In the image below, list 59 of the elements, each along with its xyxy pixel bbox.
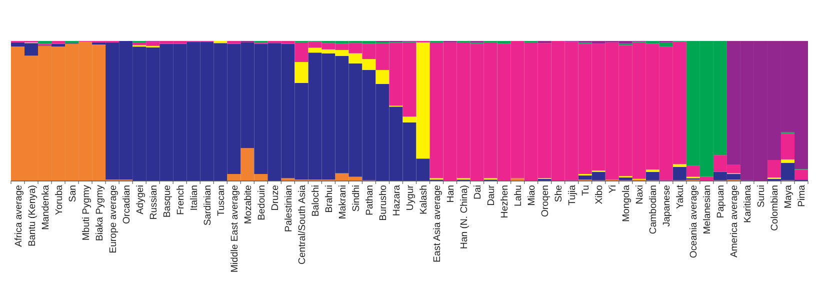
x-tick-label: Karitiana — [742, 184, 754, 223]
x-tick-label: Orcadian — [121, 185, 132, 224]
x-tick-label: Han — [446, 185, 457, 203]
x-tick-label: Surui — [756, 185, 768, 208]
x-tick-label: Kalash — [418, 185, 430, 214]
x-tick-label: Russian — [148, 185, 160, 220]
x-tick-label: Mandenka — [40, 184, 52, 230]
x-tick-label: Sindhi — [350, 185, 362, 212]
x-tick-label: Han (N. China) — [459, 185, 470, 249]
x-tick-label: Miao — [526, 185, 538, 206]
x-tick-label: She — [554, 185, 565, 202]
x-tick-label: Japanese — [662, 185, 673, 227]
x-tick-label: Naxi — [634, 185, 646, 204]
x-tick-label: Central/South Asia — [296, 184, 308, 264]
x-tick-label: Cambodian — [648, 185, 660, 234]
x-tick-label: Bantu (Kenya) — [26, 185, 38, 246]
x-tick-label: Lahu — [513, 185, 524, 206]
x-tick-label: Maya — [783, 184, 794, 208]
x-tick-label: Daur — [486, 184, 498, 206]
x-tick-label: Oroqen — [540, 185, 552, 217]
x-tick-label: Xibo — [594, 185, 606, 204]
x-tick-label: Yi — [608, 185, 619, 194]
x-tick-label: Hazara — [391, 184, 402, 216]
x-tick-label: Mongola — [621, 184, 632, 222]
x-tick-label: America average — [729, 185, 740, 258]
x-tick-label: Balochi — [310, 185, 322, 216]
x-tick-label: Hezhen — [500, 185, 511, 218]
x-tick-label: Dai — [472, 185, 484, 200]
x-tick-label: Yakut — [675, 184, 686, 209]
x-tick-label: Yoruba — [54, 184, 65, 216]
x-tick-label: Oceania average — [688, 185, 700, 258]
x-tick-label: Tu — [580, 185, 592, 196]
x-tick-label: Bedouin — [256, 185, 268, 220]
x-tick-label: Palestinian — [283, 185, 294, 232]
x-tick-label: Mozabite — [242, 185, 254, 224]
x-tick-label: Basque — [162, 185, 173, 218]
x-tick-label: Pathan — [364, 185, 376, 216]
x-tick-label: Melanesian — [702, 185, 714, 234]
x-tick-label: Biaka Pygmy — [94, 184, 106, 241]
x-tick-label: Italian — [188, 185, 200, 211]
x-tick-label: Colombian — [770, 185, 781, 231]
x-tick-label: Sardinian — [202, 185, 214, 226]
x-tick-label: Papuan — [716, 185, 727, 218]
x-tick-label: Tujia — [567, 184, 578, 206]
x-tick-label: Brahui — [324, 185, 335, 213]
x-tick-label: Africa average — [13, 185, 24, 247]
x-tick-label: Burusho — [378, 185, 389, 221]
x-tick-label: San — [67, 185, 78, 202]
x-tick-label: East Asia average — [432, 185, 444, 262]
x-tick-label: Middle East average — [229, 185, 240, 272]
x-tick-label: Mbuti Pygmy — [80, 184, 92, 240]
x-tick-label: Druze — [270, 185, 281, 211]
x-tick-label: Uygur — [405, 184, 416, 211]
x-tick-label: Makrani — [337, 185, 348, 220]
x-tick-label: Tuscan — [216, 185, 227, 216]
x-tick-label: Pima — [796, 184, 808, 207]
x-tick-label: French — [175, 185, 186, 215]
x-tick-label: Adygei — [134, 185, 146, 214]
x-tick-label: Europe average — [108, 185, 119, 254]
